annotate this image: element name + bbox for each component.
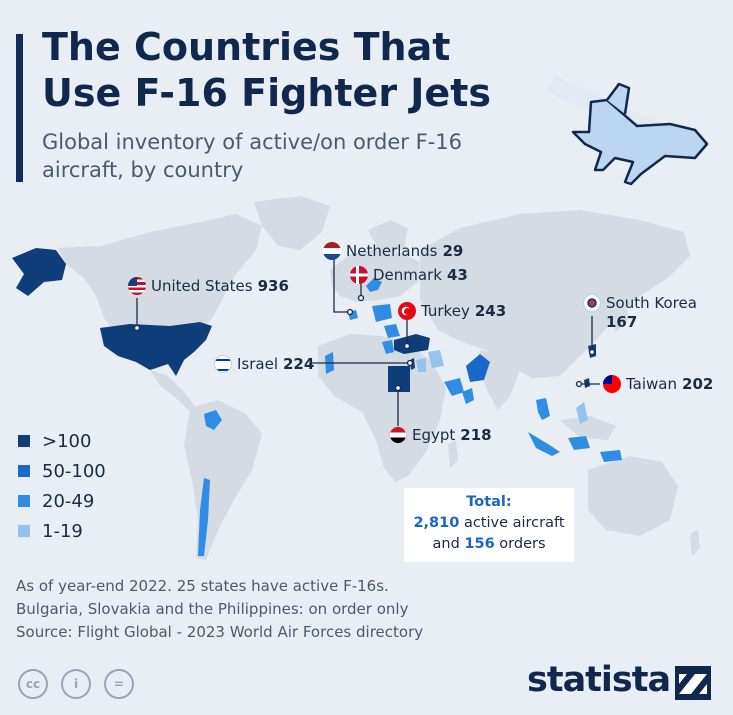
netherlands-flag-icon [323,242,341,260]
label-denmark: Denmark 43 [350,266,468,284]
legend-label: 20-49 [42,490,95,512]
total-heading: Total: [466,494,512,510]
label-south-korea: South Korea 167 [583,294,697,332]
legend-label: >100 [42,430,92,452]
page-title: The Countries That Use F-16 Fighter Jets [42,25,491,115]
legend-label: 1-19 [42,520,83,542]
turkey-flag-icon [398,302,416,320]
country-name: South Korea [606,294,697,312]
norway-shape [366,278,382,292]
country-name: Denmark [373,266,442,284]
legend-swatch [18,435,30,447]
total-active-line: 2,810 active aircraft [404,513,574,534]
jordan-shape [416,358,426,372]
f16-countries [12,248,622,556]
israel-flag-icon [214,355,232,373]
attribution-icon[interactable]: i [61,669,91,699]
label-israel: Israel 224 [214,355,314,373]
country-value: 167 [606,313,638,331]
total-and: and [432,536,460,552]
country-name: United States [151,277,253,295]
thailand-shape [536,398,550,420]
attribution-icon-glyph: i [73,677,79,691]
chile-shape [198,478,210,556]
label-netherlands: Netherlands 29 [323,242,463,260]
legend-swatch [18,495,30,507]
usa-shape [100,322,212,376]
page-subtitle: Global inventory of active/on order F-16… [42,130,462,182]
total-orders-line: and 156 orders [404,534,574,555]
label-turkey: Turkey 243 [398,302,506,320]
legend-item: 1-19 [18,516,106,546]
country-name: Israel [237,355,278,373]
romania-shape [384,324,400,338]
total-active-text: active aircraft [463,515,565,531]
legend-label: 50-100 [42,460,106,482]
cc-icon-glyph: cc [25,677,41,691]
south-korea-flag-icon [583,294,601,312]
turkey-shape [394,334,430,354]
legend-item: 50-100 [18,456,106,486]
label-text: South Korea 167 [606,294,697,332]
total-orders-text: orders [499,536,546,552]
label-united-states: United States 936 [128,277,289,295]
legend-swatch [18,525,30,537]
philippines-shape [576,402,588,424]
pakistan-shape [466,354,490,382]
cc-icon[interactable]: cc [18,669,48,699]
country-value: 29 [442,242,464,260]
statista-logo-icon [675,666,711,700]
country-value: 243 [474,302,507,320]
world-map [12,196,700,560]
country-name: Netherlands [346,242,438,260]
iraq-shape [428,350,444,368]
no-derivatives-icon-glyph: = [113,677,125,691]
greece-shape [382,340,394,354]
fighter-jet-icon [547,75,709,186]
footnote: As of year-end 2022. 25 states have acti… [16,575,423,644]
source-line: Source: Flight Global - 2023 World Air F… [16,623,424,641]
total-orders-value: 156 [464,536,495,552]
footnote-line: As of year-end 2022. 25 states have acti… [16,577,389,595]
indonesia-shape [528,432,622,462]
land-masses [58,196,700,560]
country-value: 218 [460,426,492,444]
statista-logo[interactable]: statista [527,660,671,700]
denmark-flag-icon [350,266,368,284]
oman-shape [462,388,474,404]
label-taiwan: Taiwan 202 [603,375,713,393]
no-derivatives-icon[interactable]: = [104,669,134,699]
egypt-flag-icon [389,426,407,444]
total-active-value: 2,810 [413,515,460,531]
country-name: Turkey [421,302,470,320]
egypt-shape [388,366,410,392]
total-box: Total: 2,810 active aircraft and 156 ord… [404,488,574,562]
country-value: 224 [283,355,315,373]
us-flag-icon [128,277,146,295]
legend: >100 50-100 20-49 1-19 [18,426,106,546]
poland-shape [372,304,392,322]
country-name: Taiwan [626,375,678,393]
title-accent-bar [16,34,23,182]
country-value: 43 [446,266,468,284]
label-egypt: Egypt 218 [389,426,492,444]
country-value: 202 [682,375,714,393]
legend-swatch [18,465,30,477]
uae-shape [444,378,464,396]
leader-lines [136,258,600,426]
legend-item: >100 [18,426,106,456]
taiwan-flag-icon [603,375,621,393]
country-name: Egypt [412,426,456,444]
country-value: 936 [257,277,289,295]
venezuela-shape [204,410,222,430]
taiwan-shape [584,378,590,388]
legend-item: 20-49 [18,486,106,516]
alaska-shape [12,248,66,296]
leader-dots [133,294,596,392]
footnote-line: Bulgaria, Slovakia and the Philippines: … [16,600,409,618]
